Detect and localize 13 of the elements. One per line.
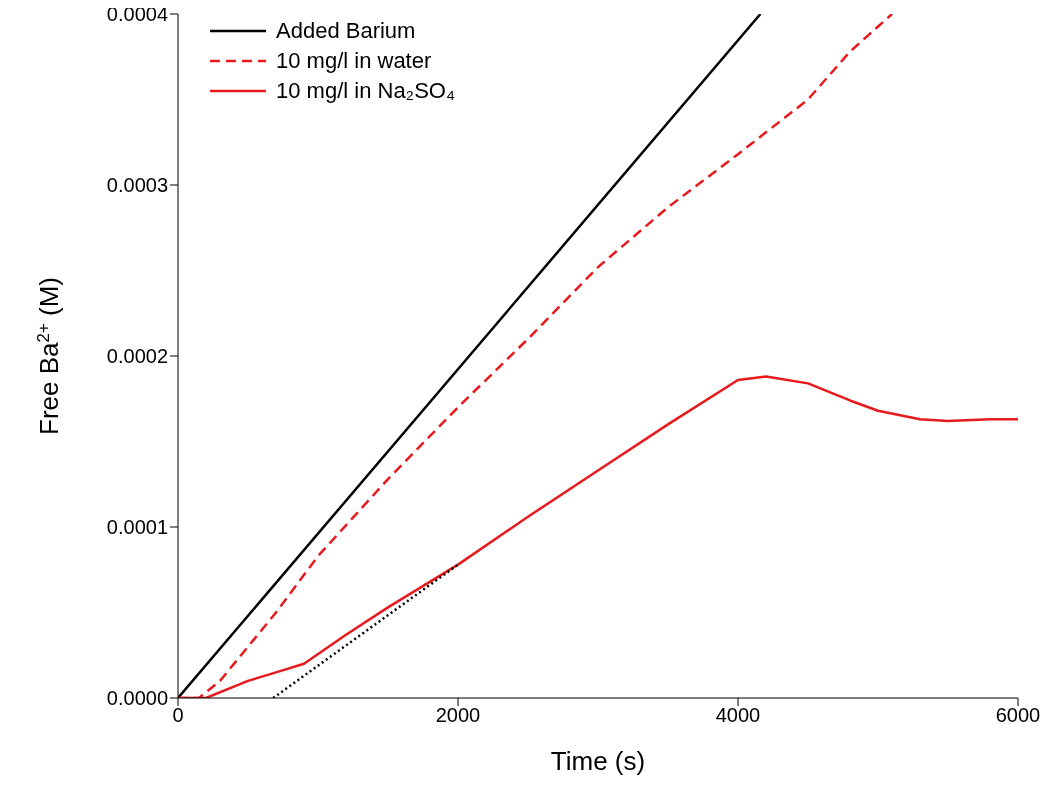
x-axis-title: Time (s): [550, 746, 646, 776]
x-tick-label: 6000: [995, 704, 1041, 727]
legend-label: 10 mg/l in water: [276, 47, 432, 75]
y-tick-label: 0.0003: [106, 174, 168, 197]
legend-label: Added Barium: [276, 17, 416, 45]
y-tick-label: 0.0000: [106, 687, 168, 710]
x-tick-label: 2000: [435, 704, 481, 727]
y-tick-label: 0.0004: [106, 3, 168, 26]
y-tick-label: 0.0001: [106, 516, 168, 539]
x-tick-label: 0: [172, 704, 184, 727]
legend-label: 10 mg/l in Na₂SO₄: [276, 77, 455, 105]
x-tick-label: 4000: [715, 704, 761, 727]
y-tick-label: 0.0002: [106, 345, 168, 368]
